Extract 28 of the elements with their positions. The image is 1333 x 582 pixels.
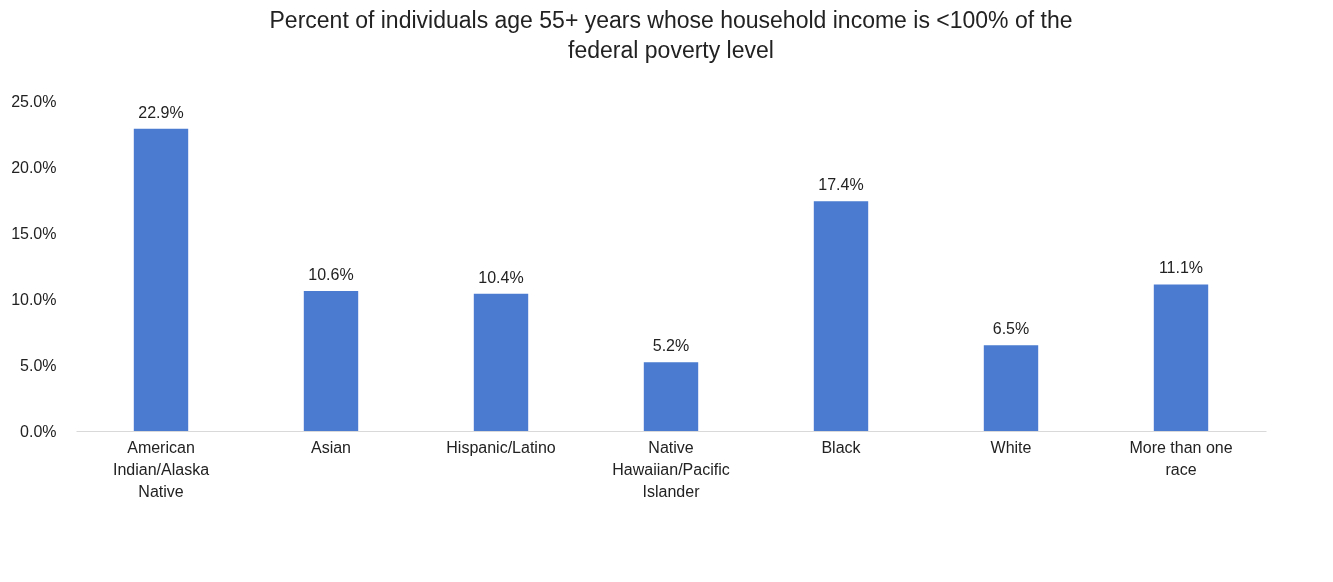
bar [133,128,189,431]
x-tick-label: Asian [310,438,352,456]
bar [1153,284,1209,431]
data-label: 10.6% [308,266,354,284]
y-tick-label: 5.0% [20,356,57,374]
data-label: 6.5% [992,320,1030,338]
y-tick-label: 15.0% [11,224,57,242]
y-tick-label: 25.0% [11,92,57,110]
x-tick-label: Black [821,438,862,456]
x-tick-label: Hispanic/Latino [446,438,556,456]
bar [813,201,869,431]
bar [983,345,1039,431]
y-tick-label: 20.0% [11,158,57,176]
data-label: 22.9% [138,103,184,121]
x-tick-label: Native Hawaiian/Pacific Islander [612,438,730,500]
data-label: 17.4% [818,176,864,194]
bar [643,362,699,431]
bar [473,293,529,431]
data-label: 11.1% [1158,259,1204,277]
data-label: 10.4% [478,268,524,286]
x-tick-label: American Indian/Alaska Native [112,438,210,500]
x-tick-label: White [990,438,1032,456]
bar [303,291,359,431]
chart-title: Percent of individuals age 55+ years whose household income is <100% of the federal poverty level [269,7,1073,63]
y-tick-label: 0.0% [20,422,57,440]
data-label: 5.2% [652,337,690,355]
y-tick-label: 10.0% [11,290,57,308]
x-tick-label: More than one race [1129,438,1233,478]
